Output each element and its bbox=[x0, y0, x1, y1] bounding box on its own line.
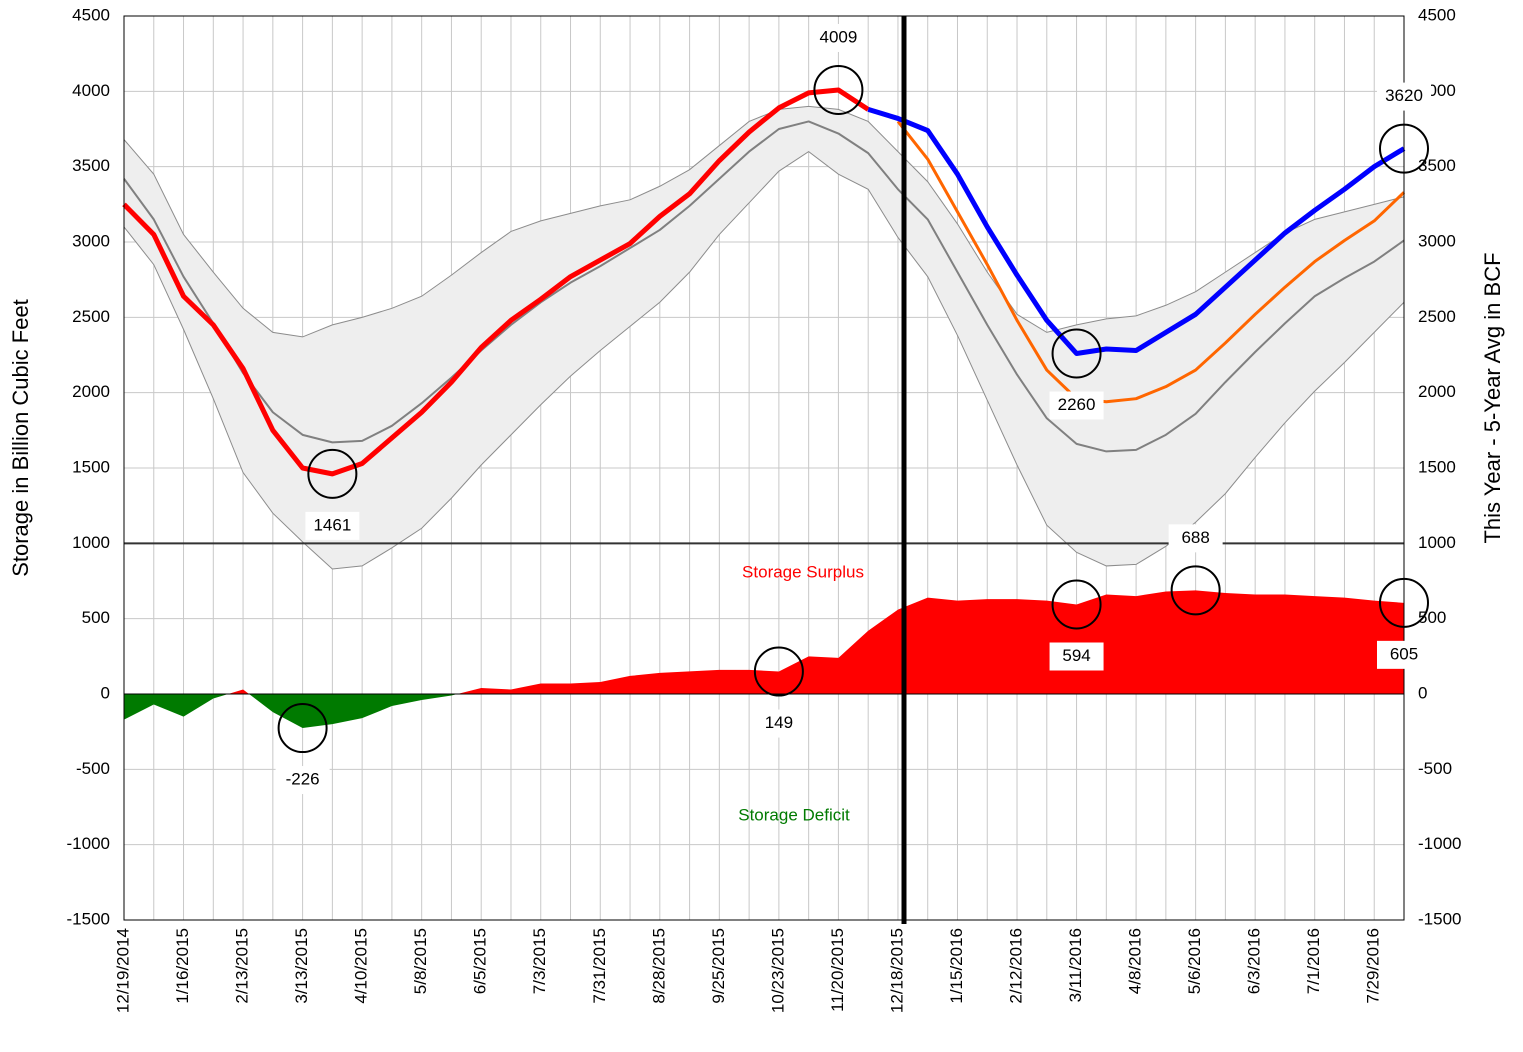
x-tick-label: 6/3/2016 bbox=[1245, 928, 1264, 994]
annotation-label: 594 bbox=[1062, 646, 1090, 665]
annotation-box bbox=[1377, 82, 1431, 111]
x-tick-label: 3/11/2016 bbox=[1066, 928, 1085, 1002]
x-tick-label: 2/13/2015 bbox=[233, 928, 252, 1004]
y2-tick-label: 3000 bbox=[1418, 231, 1456, 250]
y-tick-label: 1000 bbox=[72, 533, 110, 552]
y-tick-label: 4500 bbox=[72, 5, 110, 24]
annotation-box bbox=[811, 23, 866, 52]
y2-tick-label: -1000 bbox=[1418, 834, 1461, 853]
y-tick-label: 2000 bbox=[72, 382, 110, 401]
annotation-label: 3620 bbox=[1385, 86, 1423, 105]
y-tick-label: 0 bbox=[101, 683, 110, 702]
y2-tick-label: -1500 bbox=[1418, 909, 1461, 928]
x-tick-label: 1/16/2015 bbox=[173, 928, 192, 1004]
surplus-label: Storage Surplus bbox=[742, 562, 864, 581]
x-tick-label: 6/5/2015 bbox=[471, 928, 490, 994]
y-tick-label: 3000 bbox=[72, 231, 110, 250]
y-tick-label: 4000 bbox=[72, 81, 110, 100]
y2-tick-label: 1000 bbox=[1418, 533, 1456, 552]
x-tick-label: 4/10/2015 bbox=[352, 928, 371, 1004]
series-line bbox=[122, 87, 870, 477]
plot-border bbox=[123, 15, 1405, 921]
y2-axis-title: This Year - 5-Year Avg in BCF bbox=[1480, 252, 1505, 543]
x-tick-label: 4/8/2016 bbox=[1126, 928, 1145, 994]
annotation-box bbox=[1049, 642, 1104, 671]
annotation-circle bbox=[813, 64, 864, 115]
annotation-circle bbox=[1051, 579, 1102, 630]
x-tick-label: 3/13/2015 bbox=[292, 928, 311, 1004]
deficit-label: Storage Deficit bbox=[738, 805, 850, 824]
x-tick-label: 9/25/2015 bbox=[709, 928, 728, 1004]
annotation-box bbox=[1168, 524, 1223, 553]
x-tick-label: 11/20/2015 bbox=[828, 928, 847, 1012]
annotation-box bbox=[275, 766, 330, 795]
y-tick-label: 1500 bbox=[72, 457, 110, 476]
x-tick-label: 7/1/2016 bbox=[1304, 928, 1323, 994]
annotation-circle bbox=[1379, 123, 1429, 174]
y-tick-label: 3500 bbox=[72, 156, 110, 175]
annotation-circle bbox=[753, 646, 804, 697]
series-line bbox=[123, 120, 1405, 453]
y2-tick-label: -500 bbox=[1418, 759, 1452, 778]
x-tick-label: 5/6/2016 bbox=[1185, 928, 1204, 994]
y2-tick-label: 2000 bbox=[1418, 382, 1456, 401]
annotation-circle bbox=[1051, 328, 1102, 379]
annotation-label: 688 bbox=[1181, 528, 1209, 547]
x-tick-label: 8/28/2015 bbox=[649, 928, 668, 1004]
x-tick-label: 7/29/2016 bbox=[1364, 928, 1383, 1004]
annotation-circle bbox=[1170, 565, 1221, 616]
y2-tick-label: 2500 bbox=[1418, 307, 1456, 326]
x-tick-label: 2/12/2016 bbox=[1007, 928, 1026, 1004]
y-tick-label: -1500 bbox=[67, 909, 110, 928]
x-tick-label: 7/3/2015 bbox=[530, 928, 549, 994]
x-tick-label: 10/23/2015 bbox=[768, 928, 787, 1013]
annotation-label: 1461 bbox=[313, 515, 351, 534]
annotation-box bbox=[1377, 640, 1431, 669]
y-axis-title: Storage in Billion Cubic Feet bbox=[8, 299, 33, 577]
annotation-label: 605 bbox=[1390, 644, 1418, 663]
annotation-label: -226 bbox=[286, 770, 320, 789]
annotation-box bbox=[751, 709, 806, 738]
annotation-label: 4009 bbox=[820, 27, 858, 46]
y2-tick-label: 1500 bbox=[1418, 457, 1456, 476]
y-tick-label: 500 bbox=[82, 608, 110, 627]
y-tick-label: 2500 bbox=[72, 307, 110, 326]
annotation-box bbox=[1049, 391, 1104, 420]
x-tick-label: 1/15/2016 bbox=[947, 928, 966, 1004]
y-tick-label: -1000 bbox=[67, 834, 110, 853]
annotation-circle bbox=[307, 448, 358, 499]
annotation-box bbox=[305, 511, 360, 540]
y2-tick-label: 0 bbox=[1418, 683, 1427, 702]
x-tick-label: 12/19/2014 bbox=[113, 928, 132, 1013]
y2-tick-label: 4500 bbox=[1418, 5, 1456, 24]
series-line bbox=[896, 120, 1406, 404]
x-tick-label: 12/18/2015 bbox=[887, 928, 906, 1013]
x-tick-label: 5/8/2015 bbox=[411, 928, 430, 994]
x-tick-label: 7/31/2015 bbox=[590, 928, 609, 1004]
annotation-label: 149 bbox=[765, 713, 793, 732]
series-line bbox=[867, 107, 1406, 356]
annotation-circle bbox=[277, 703, 328, 754]
y2-tick-label: 3500 bbox=[1418, 156, 1456, 175]
annotation-label: 2260 bbox=[1058, 395, 1096, 414]
annotation-circle bbox=[1379, 577, 1429, 628]
y-tick-label: -500 bbox=[76, 759, 110, 778]
